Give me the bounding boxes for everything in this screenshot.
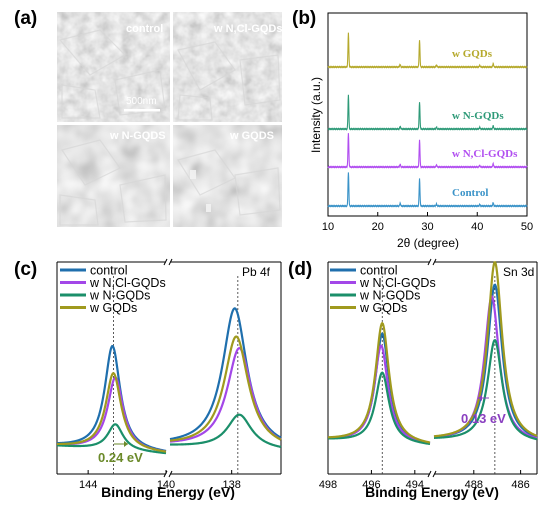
xrd-x-tick-label: 40 <box>471 221 483 233</box>
scale-bar <box>124 109 160 112</box>
legend-entry: w N,Cl-GQDs <box>89 276 166 290</box>
sn3d-x-axis-label: Binding Energy (eV) <box>365 484 499 500</box>
pb4f-traces <box>56 307 282 455</box>
legend-entry: w GQDs <box>359 301 407 315</box>
xrd-series-label: w N-GQDs <box>452 110 504 122</box>
xps-series-line <box>327 321 431 444</box>
sem-image-n-gqds: w N-GQDS <box>57 125 170 227</box>
sem-label-n-gqds: w N-GQDS <box>109 130 166 142</box>
legend-entry: control <box>90 264 128 278</box>
axis-break-mark <box>168 470 173 478</box>
xps-series-line <box>327 344 431 445</box>
sem-label-ncl-gqds: w N,Cl-GQDs <box>213 23 282 35</box>
xps-x-tick-label: 138 <box>222 479 240 491</box>
legend-entry: w GQDs <box>89 301 137 315</box>
sem-label-gqds: w GQDS <box>229 130 274 142</box>
pb4f-x-ticks: 144 140 138 <box>79 470 241 491</box>
sem-label-control: control <box>126 23 163 35</box>
sn3d-x-ticks: 498 496 494 488 486 <box>319 470 530 491</box>
xps-x-tick-label: 496 <box>362 479 380 491</box>
xrd-x-tick-label: 20 <box>372 221 384 233</box>
xrd-series-line <box>327 94 528 131</box>
sem-image-control: control 500nm <box>57 12 170 122</box>
pb4f-annotation: Pb 4f <box>242 265 271 279</box>
xps-x-tick-label: 498 <box>319 479 337 491</box>
xps-series-line <box>328 371 431 446</box>
xps-series-line <box>169 346 282 443</box>
xps-series-line <box>169 335 282 442</box>
shift-arrowhead <box>124 441 128 447</box>
legend-entry: w N,Cl-GQDs <box>359 276 436 290</box>
sem-image-ncl-gqds: w N,Cl-GQDs <box>173 12 282 122</box>
sn3d-shift-label: 0.13 eV <box>461 411 506 426</box>
xrd-series-label: w N,Cl-GQDs <box>452 148 518 160</box>
panel-b-label: (b) <box>292 8 316 29</box>
xrd-x-tick-label: 30 <box>421 221 433 233</box>
pb4f-shift-label: 0.24 eV <box>98 450 143 465</box>
sem-image-gqds: w GQDS <box>173 125 282 227</box>
xps-series-line <box>57 371 167 453</box>
xrd-series-labels: w GQDs w N-GQDs w N,Cl-GQDs Control <box>452 48 518 199</box>
xps-series-line <box>433 261 538 438</box>
xrd-series-label: w GQDs <box>452 48 493 60</box>
scale-bar-label: 500nm <box>126 96 157 107</box>
pb4f-x-axis-label: Binding Energy (eV) <box>101 484 235 500</box>
xrd-y-axis-label: Intensity (a.u.) <box>309 77 323 153</box>
xrd-x-tick-label: 50 <box>521 221 533 233</box>
xps-x-tick-label: 488 <box>465 479 483 491</box>
xrd-x-axis-label: 2θ (degree) <box>397 236 459 250</box>
sn3d-annotation: Sn 3d <box>503 265 534 279</box>
panel-c-label: (c) <box>14 259 37 280</box>
xps-x-tick-label: 144 <box>79 479 97 491</box>
xrd-series-line <box>327 133 528 169</box>
axis-break-mark <box>427 258 432 266</box>
xps-x-tick-label: 140 <box>157 479 175 491</box>
xrd-x-tick-label: 10 <box>322 221 334 233</box>
xrd-series-label: Control <box>452 187 488 199</box>
legend-entry: w N-GQDs <box>89 289 150 303</box>
axis-break-mark <box>427 470 432 478</box>
xrd-traces <box>327 32 528 208</box>
xps-x-tick-label: 486 <box>511 479 529 491</box>
legend-entry: w N-GQDs <box>359 289 420 303</box>
xrd-series-line <box>327 172 528 208</box>
panel-a: (a) control 500nm w N,Cl-GQDs w N-GQDS w… <box>14 8 282 227</box>
axis-break-mark <box>163 258 168 266</box>
xps-series-line <box>433 339 538 441</box>
legend-entry: control <box>360 264 398 278</box>
sn3d-traces <box>327 261 538 446</box>
panel-d-label: (d) <box>288 259 312 280</box>
xrd-series-line <box>327 32 528 69</box>
axis-break-mark <box>432 470 437 478</box>
xps-series-line <box>170 413 282 449</box>
xps-x-tick-label: 494 <box>406 479 424 491</box>
xps-series-line <box>56 423 167 455</box>
panel-b: (b) 10 20 30 40 50 w GQDs w N-GQDs w N,Cl-GQDs… <box>292 8 533 250</box>
shift-arrowhead <box>478 395 482 401</box>
axis-break-mark <box>168 258 173 266</box>
xps-series-line <box>56 344 167 453</box>
axis-break-mark <box>432 258 437 266</box>
xrd-x-ticks: 10 20 30 40 50 <box>322 212 533 233</box>
panel-a-label: (a) <box>14 8 37 29</box>
